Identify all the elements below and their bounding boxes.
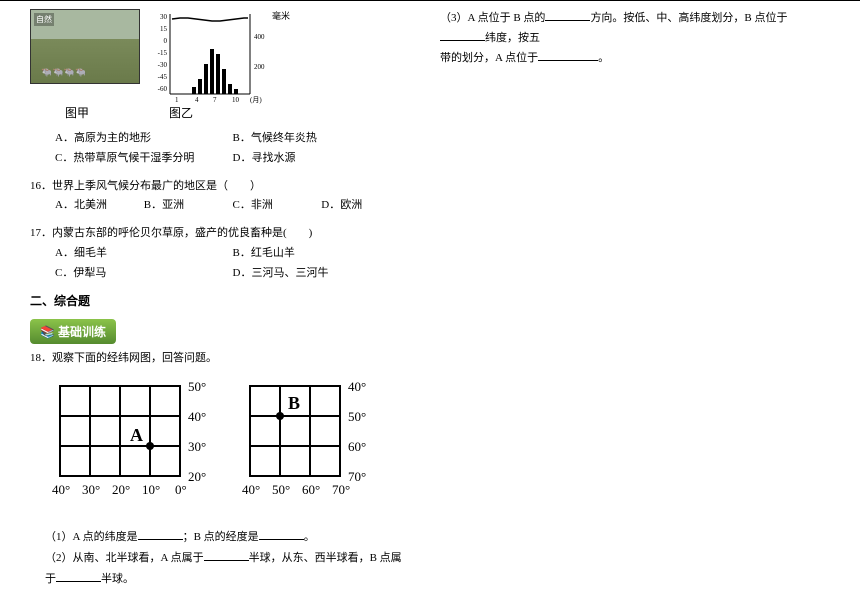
page-container: 自然 🐃 🐃 🐃 🐃 30 15 0 -15 -30 -45 -60 毫米 40…: [0, 0, 860, 606]
q16-text: 16．世界上季风气候分布最广的地区是（ ）: [30, 177, 410, 197]
caption-a: 图甲: [65, 104, 89, 121]
svg-text:毫米: 毫米: [272, 10, 290, 21]
svg-text:40°: 40°: [242, 482, 260, 497]
svg-text:30°: 30°: [188, 439, 206, 454]
training-badge: 基础训练: [30, 319, 116, 344]
svg-text:1: 1: [175, 96, 179, 104]
svg-text:4: 4: [195, 96, 199, 104]
svg-text:200: 200: [254, 63, 265, 71]
q18-sub3: （3）A 点位于 B 点的 方向。按低、中、高纬度划分，B 点位于纬度，按五: [440, 9, 820, 49]
svg-text:400: 400: [254, 33, 265, 41]
svg-text:30: 30: [160, 13, 168, 21]
grid-b: 40° 50° 60° 70° 40° 50° 60° 70° B: [240, 376, 405, 519]
animals-silhouette: 🐃 🐃 🐃 🐃: [41, 67, 86, 78]
q18-sub1-a: （1）A 点的纬度是: [45, 531, 138, 543]
q17-text: 17．内蒙古东部的呼伦贝尔草原，盛产的优良畜种是( ): [30, 224, 410, 244]
q18-text: 18．观察下面的经纬网图，回答问题。: [30, 349, 410, 369]
svg-text:60°: 60°: [348, 439, 366, 454]
q16-opt-c: C．非洲: [233, 196, 322, 216]
blank[interactable]: [204, 549, 249, 561]
blank[interactable]: [138, 528, 183, 540]
svg-text:40°: 40°: [348, 379, 366, 394]
blank[interactable]: [56, 570, 101, 582]
q17-opt-d: D．三河马、三河牛: [233, 264, 411, 284]
svg-text:10°: 10°: [142, 482, 160, 497]
q17-opt-b: B．红毛山羊: [233, 244, 411, 264]
q16: 16．世界上季风气候分布最广的地区是（ ） A．北美洲 B．亚洲 C．非洲 D．…: [30, 177, 410, 217]
svg-text:70°: 70°: [348, 469, 366, 484]
climate-chart: 30 15 0 -15 -30 -45 -60 毫米 400 200 1 4 7…: [150, 9, 270, 99]
q16-opt-b: B．亚洲: [144, 196, 233, 216]
svg-text:60°: 60°: [302, 482, 320, 497]
photo-corner-label: 自然: [34, 13, 54, 26]
q18-sub3-e: 。: [598, 52, 609, 64]
blank[interactable]: [259, 528, 304, 540]
q17-opt-a: A．细毛羊: [55, 244, 233, 264]
svg-text:(月): (月): [250, 96, 262, 104]
q18-sub2-c: 半球。: [101, 573, 134, 585]
grid-figures: 50° 40° 30° 20° 40° 30° 20° 10° 0° A: [50, 376, 410, 519]
q18: 18．观察下面的经纬网图，回答问题。 50° 40° 30° 20°: [30, 349, 410, 590]
blank[interactable]: [440, 29, 485, 41]
q15-opt-a: A．高原为主的地形: [55, 129, 233, 149]
svg-text:40°: 40°: [188, 409, 206, 424]
svg-text:50°: 50°: [272, 482, 290, 497]
svg-text:20°: 20°: [112, 482, 130, 497]
q17: 17．内蒙古东部的呼伦贝尔草原，盛产的优良畜种是( ) A．细毛羊 B．红毛山羊…: [30, 224, 410, 283]
svg-text:30°: 30°: [82, 482, 100, 497]
svg-text:0°: 0°: [175, 482, 187, 497]
svg-text:10: 10: [232, 96, 240, 104]
svg-text:-45: -45: [158, 73, 168, 81]
svg-text:20°: 20°: [188, 469, 206, 484]
figure-photo: 自然 🐃 🐃 🐃 🐃: [30, 9, 140, 84]
q18-sub1: （1）A 点的纬度是 ；B 点的经度是 。: [45, 527, 410, 548]
caption-b: 图乙: [169, 104, 193, 121]
q18-sub2: （2）从南、北半球看，A 点属于半球，从东、西半球看，B 点属于半球。: [45, 548, 410, 590]
q18-sub3-line2: 带的划分，A 点位于 。: [440, 49, 820, 69]
svg-text:-15: -15: [158, 49, 168, 57]
svg-text:0: 0: [164, 37, 168, 45]
svg-text:15: 15: [160, 25, 168, 33]
q18-sub2-a: （2）从南、北半球看，A 点属于: [45, 552, 204, 564]
blank[interactable]: [545, 9, 590, 21]
blank[interactable]: [538, 49, 598, 61]
figure-captions: 图甲 图乙: [65, 104, 410, 121]
left-column: 自然 🐃 🐃 🐃 🐃 30 15 0 -15 -30 -45 -60 毫米 40…: [30, 9, 430, 598]
q18-sub3-c: 纬度，按五: [485, 32, 540, 44]
q15-opt-c: C．热带草原气候干湿季分明: [55, 149, 233, 169]
q18-sub3-d: 带的划分，A 点位于: [440, 52, 538, 64]
svg-text:70°: 70°: [332, 482, 350, 497]
svg-text:B: B: [288, 393, 300, 413]
svg-text:40°: 40°: [52, 482, 70, 497]
right-column: （3）A 点位于 B 点的 方向。按低、中、高纬度划分，B 点位于纬度，按五 带的…: [430, 9, 820, 598]
section-2-header: 二、综合题: [30, 292, 410, 309]
svg-text:7: 7: [213, 96, 217, 104]
top-figures: 自然 🐃 🐃 🐃 🐃 30 15 0 -15 -30 -45 -60 毫米 40…: [30, 9, 410, 99]
q15-opt-d: D．寻找水源: [233, 149, 411, 169]
q18-sub3-a: （3）A 点位于 B 点的: [440, 12, 545, 24]
q16-opt-d: D．欧洲: [321, 196, 410, 216]
q17-opt-c: C．伊犁马: [55, 264, 233, 284]
svg-text:50°: 50°: [188, 379, 206, 394]
svg-text:50°: 50°: [348, 409, 366, 424]
grid-a: 50° 40° 30° 20° 40° 30° 20° 10° 0° A: [50, 376, 225, 519]
q15-opt-b: B．气候终年炎热: [233, 129, 411, 149]
q18-sub3-b: 方向。按低、中、高纬度划分，B 点位于: [590, 12, 787, 24]
q16-opt-a: A．北美洲: [55, 196, 144, 216]
q15-options: A．高原为主的地形 B．气候终年炎热 C．热带草原气候干湿季分明 D．寻找水源: [30, 129, 410, 169]
svg-text:-30: -30: [158, 61, 168, 69]
q18-sub1-c: 。: [304, 531, 315, 543]
q18-sub1-b: ；B 点的经度是: [183, 531, 259, 543]
svg-text:-60: -60: [158, 85, 168, 93]
svg-text:A: A: [130, 425, 143, 445]
